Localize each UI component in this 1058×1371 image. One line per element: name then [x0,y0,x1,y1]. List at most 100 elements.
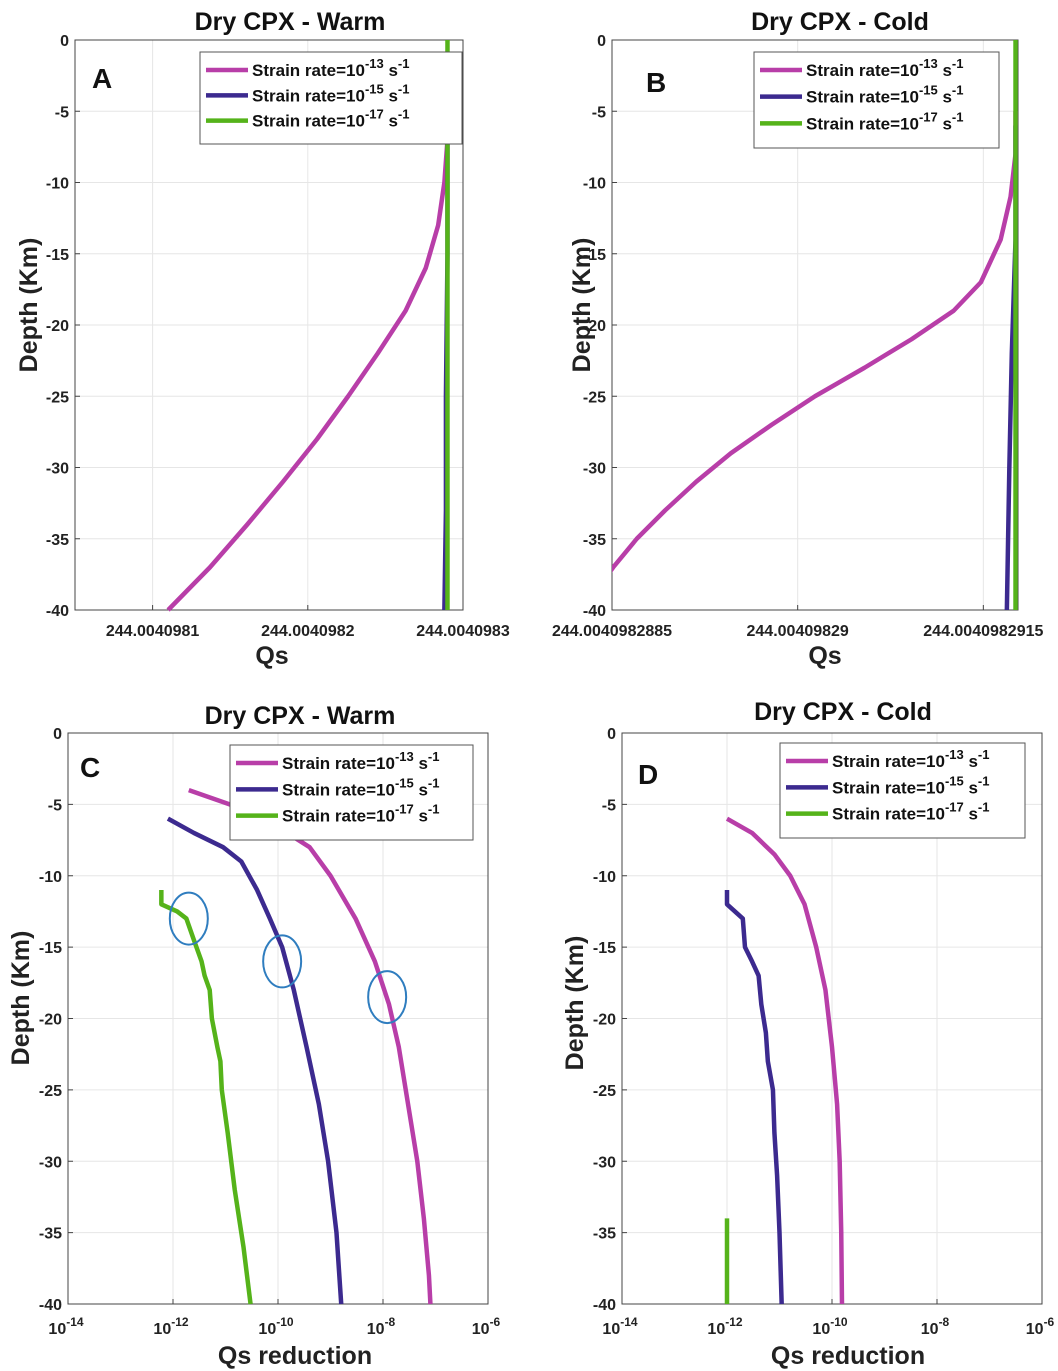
series-line-rate_1e-15 [166,816,344,1305]
xtick-label: 10-10 [258,1315,293,1338]
panel-letter: D [638,759,658,790]
ytick-label: 0 [597,33,606,50]
series-line-rate_1e-13 [166,111,450,612]
series-line-rate_1e-13 [725,816,845,1305]
ytick-label: -5 [592,104,606,121]
ytick-label: -5 [55,104,69,121]
ytick-label: -25 [593,1083,616,1100]
highlight-circle [168,891,209,946]
legend-box [199,51,463,145]
legend-entry: Strain rate=10-17 s-1 [282,802,439,826]
xtick-label: 10-10 [812,1315,847,1338]
ytick-label: -20 [593,1012,616,1029]
legend-entry: Strain rate=10-17 s-1 [806,109,963,133]
chart-title: Dry CPX - Warm [195,8,386,36]
series-line-rate_1e-17 [159,890,253,1305]
xtick-label: 244.0040983 [416,623,510,640]
xtick-label: 10-6 [472,1315,501,1338]
ytick-label: 0 [60,33,69,50]
xtick-label: 244.0040982915 [923,623,1043,640]
ytick-label: -5 [602,797,616,814]
series-line-rate_1e-15 [724,890,784,1305]
series-group [159,787,433,1305]
xtick-label: 244.0040982 [261,623,355,640]
xtick-label: 10-12 [707,1315,742,1338]
xtick-label: 10-8 [367,1315,396,1338]
xtick-label: 10-12 [153,1315,188,1338]
xtick-label: 244.0040982885 [552,623,672,640]
legend-entry: Strain rate=10-17 s-1 [252,107,409,131]
ytick-label: -20 [39,1012,62,1029]
ytick-label: -30 [583,461,606,478]
ytick-label: -15 [39,940,62,957]
xtick-label: 10-6 [1026,1315,1055,1338]
highlight-circle [262,934,303,989]
chart-title: Dry CPX - Cold [751,8,929,36]
y-axis-label: Depth (Km) [15,238,43,373]
ytick-label: -15 [46,247,69,264]
x-axis-label: Qs reduction [771,1342,925,1370]
ytick-label: -30 [593,1154,616,1171]
x-axis-label: Qs reduction [218,1342,372,1370]
series-line-rate_1e-13 [612,111,1018,573]
ytick-label: -20 [583,318,606,335]
legend-entry: Strain rate=10-13 s-1 [252,56,409,80]
y-axis-label: Depth (Km) [7,931,35,1066]
ytick-label: -25 [39,1083,62,1100]
ytick-label: -40 [39,1297,62,1314]
legend-entry: Strain rate=10-13 s-1 [806,56,963,80]
xtick-label: 10-14 [602,1315,637,1338]
ytick-label: -20 [46,318,69,335]
panel-b: 0 -5 -10 -15 -20 -25 -30 -35 -40 244.0040982885 24… [552,8,1044,670]
x-axis-label: Qs [255,642,288,670]
ytick-label: -35 [46,532,69,549]
xtick-label: 10-8 [921,1315,950,1338]
xtick-label: 244.0040981 [106,623,200,640]
ytick-label: -40 [46,603,69,620]
xtick-label: 244.00409829 [747,623,849,640]
panel-a: 0 -5 -10 -15 -20 -25 -30 -35 -40 244.0040981 244.0… [15,8,510,670]
ytick-label: -35 [583,532,606,549]
ytick-label: -40 [593,1297,616,1314]
legend: Strain rate=10-13 s-1 Strain rate=10-15 s… [753,51,1000,149]
ytick-label: -25 [46,389,69,406]
chart-title: Dry CPX - Cold [754,698,932,726]
legend-entry: Strain rate=10-15 s-1 [806,83,963,107]
y-axis-label: Depth (Km) [561,936,589,1071]
ytick-label: 0 [607,726,616,743]
legend-entry: Strain rate=10-17 s-1 [832,800,989,824]
ytick-label: -35 [39,1226,62,1243]
ytick-label: -25 [583,389,606,406]
ytick-label: -15 [583,247,606,264]
panel-letter: A [92,63,112,94]
ytick-label: -30 [39,1154,62,1171]
ytick-label: -10 [583,176,606,193]
x-axis-label: Qs [808,642,841,670]
series-group [612,40,1018,611]
ytick-label: -15 [593,940,616,957]
ytick-label: -30 [46,461,69,478]
legend-entry: Strain rate=10-13 s-1 [282,749,439,773]
y-axis-label: Depth (Km) [568,238,596,373]
panel-letter: C [80,752,100,783]
ytick-label: -40 [583,603,606,620]
series-group [724,816,845,1305]
ytick-label: 0 [53,726,62,743]
legend-entry: Strain rate=10-13 s-1 [832,747,989,771]
series-line-rate_1e-13 [188,787,433,1305]
xtick-label: 10-14 [48,1315,83,1338]
ytick-label: -10 [39,869,62,886]
legend-entry: Strain rate=10-15 s-1 [832,773,989,797]
ytick-label: -5 [48,797,62,814]
ytick-label: -35 [593,1226,616,1243]
legend-entry: Strain rate=10-15 s-1 [282,775,439,799]
ytick-label: -10 [46,176,69,193]
chart-title: Dry CPX - Warm [205,702,396,730]
legend-entry: Strain rate=10-15 s-1 [252,81,409,105]
